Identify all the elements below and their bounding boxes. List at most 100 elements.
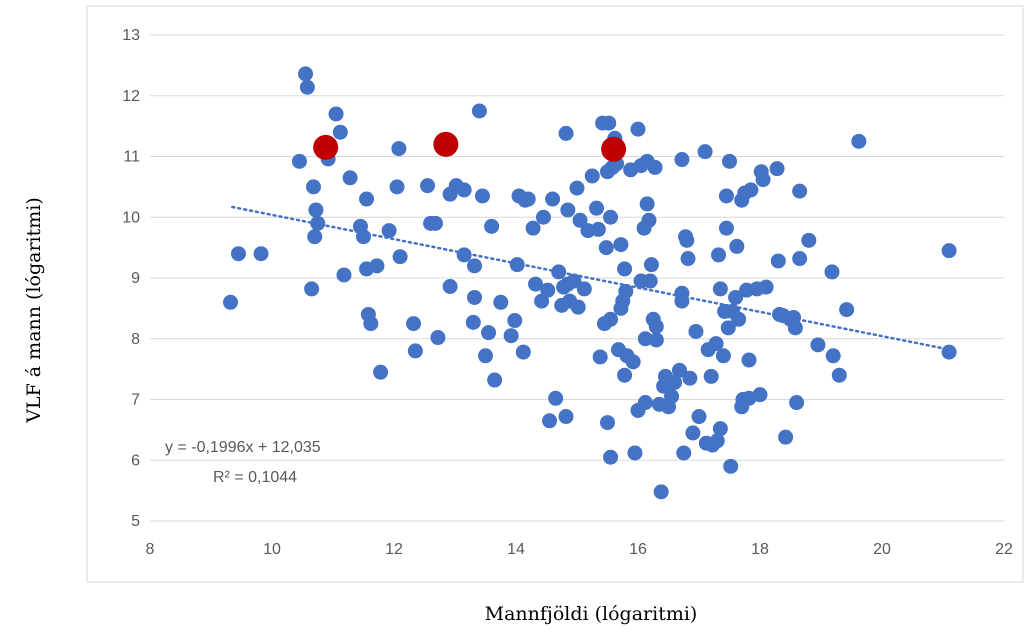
highlighted-data-point: [433, 131, 459, 157]
data-point: [525, 220, 541, 236]
data-point: [671, 362, 687, 378]
data-point: [598, 240, 614, 256]
data-point: [630, 121, 646, 137]
data-point: [722, 153, 737, 169]
data-point: [310, 215, 326, 231]
data-point: [503, 328, 519, 344]
data-point: [467, 258, 483, 274]
data-point: [336, 267, 352, 283]
data-point: [487, 372, 503, 388]
data-point: [356, 229, 371, 245]
data-point: [230, 246, 246, 262]
data-point: [741, 352, 757, 368]
data-point: [703, 368, 719, 384]
data-point: [697, 144, 713, 160]
y-tick-label: 11: [123, 149, 140, 166]
data-point: [667, 374, 683, 390]
data-point: [570, 299, 586, 315]
data-point: [676, 445, 692, 461]
data-point: [456, 247, 472, 263]
data-point: [600, 415, 615, 431]
data-point: [528, 276, 544, 292]
data-point: [465, 314, 481, 330]
data-point: [758, 279, 774, 295]
data-point: [613, 237, 629, 253]
data-point: [627, 445, 643, 461]
y-tick-label: 12: [122, 88, 140, 105]
data-point: [291, 153, 307, 169]
data-point: [755, 172, 771, 188]
data-point: [789, 395, 805, 411]
data-point: [430, 330, 446, 346]
trendline-equation: y = -0,1996x + 12,035: [165, 439, 321, 456]
data-point: [682, 370, 698, 386]
highlighted-points: [313, 131, 627, 162]
data-point: [601, 115, 617, 131]
data-point: [359, 191, 375, 207]
data-point: [542, 413, 558, 429]
data-point: [825, 348, 841, 364]
data-point: [723, 458, 739, 474]
data-point: [770, 253, 786, 269]
data-point: [558, 409, 574, 425]
data-point: [810, 337, 826, 353]
data-point: [641, 212, 657, 228]
x-tick-label: 12: [385, 541, 403, 558]
data-point: [801, 232, 817, 248]
data-point: [369, 258, 385, 274]
data-point: [769, 161, 785, 177]
data-point: [471, 103, 487, 119]
data-point: [467, 289, 483, 305]
data-point: [484, 218, 500, 234]
x-tick-label: 20: [873, 541, 891, 558]
data-point: [363, 316, 379, 332]
y-axis-title: VLF á mann (lógaritmi): [23, 197, 45, 424]
data-point: [551, 264, 567, 280]
data-point: [576, 281, 592, 297]
trendline: [231, 205, 951, 351]
data-point: [792, 251, 808, 267]
data-point: [731, 311, 747, 327]
data-point: [389, 179, 405, 195]
y-tick-label: 7: [131, 392, 140, 409]
data-point: [712, 421, 728, 437]
data-point: [708, 336, 724, 352]
data-point: [427, 215, 443, 231]
data-point: [680, 251, 696, 267]
data-point: [618, 283, 634, 299]
x-axis-title: Mannfjöldi (lógaritmi): [485, 603, 698, 625]
highlighted-data-point: [601, 136, 627, 162]
data-point: [420, 178, 436, 194]
data-point: [664, 388, 680, 404]
data-point: [548, 390, 564, 406]
y-tick-label: 13: [122, 27, 140, 44]
data-point: [637, 395, 653, 411]
data-point: [625, 354, 641, 370]
data-point: [478, 348, 493, 364]
data-point: [558, 125, 574, 141]
y-tick-label: 6: [131, 452, 140, 469]
data-point: [617, 367, 633, 383]
data-point: [691, 409, 707, 425]
data-point: [643, 257, 659, 273]
data-point: [729, 238, 745, 254]
data-point: [787, 320, 803, 336]
data-point: [381, 223, 397, 239]
data-point: [743, 182, 759, 198]
data-point: [851, 133, 867, 149]
data-point: [509, 257, 525, 273]
data-point: [637, 331, 653, 347]
data-point: [493, 294, 509, 310]
data-point: [391, 141, 407, 157]
data-point: [223, 294, 239, 310]
data-point: [648, 319, 664, 335]
data-point: [653, 484, 669, 500]
x-tick-labels: 8 10 12 14 16 18 20 22: [146, 541, 1013, 558]
highlighted-data-point: [313, 134, 339, 160]
data-point: [715, 348, 731, 364]
x-tick-label: 22: [995, 541, 1013, 558]
data-point: [603, 449, 619, 465]
data-point: [941, 344, 957, 360]
data-point: [647, 159, 663, 175]
x-tick-label: 8: [146, 541, 155, 558]
